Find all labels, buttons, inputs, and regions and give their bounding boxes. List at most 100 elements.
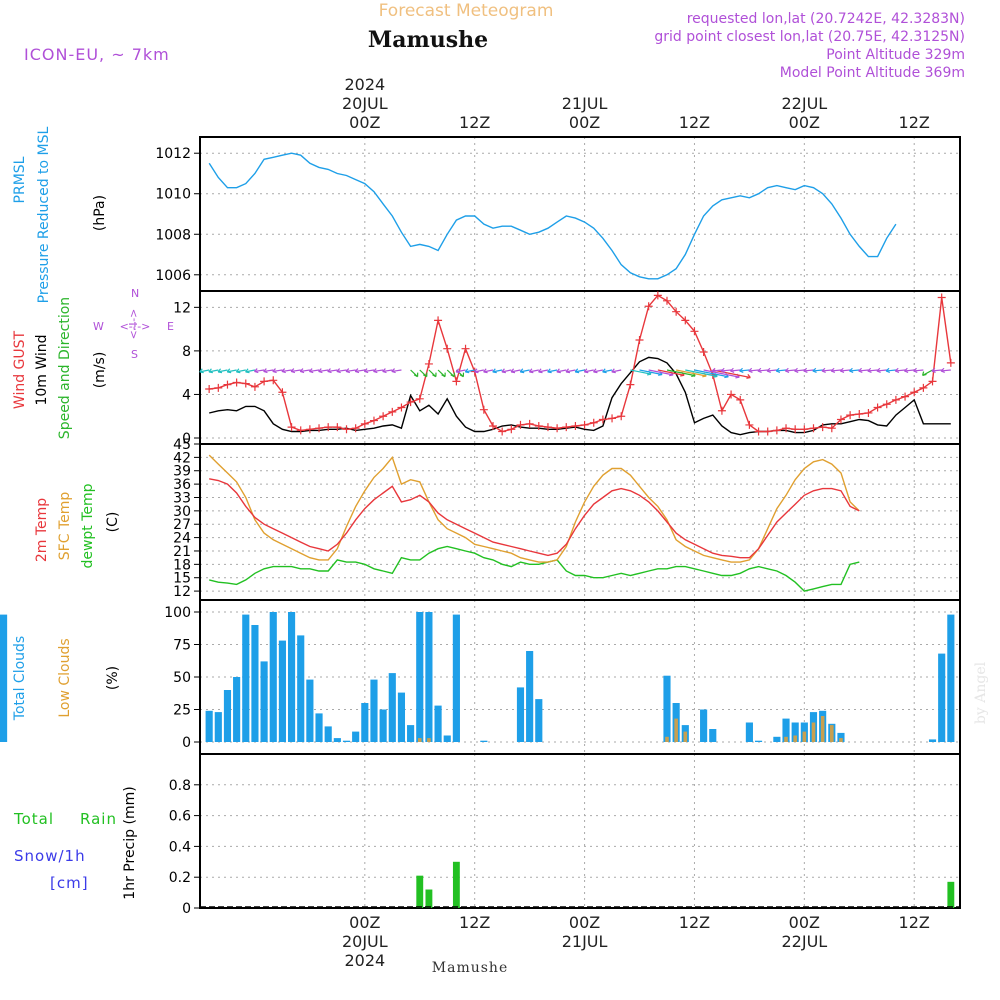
precip-rain-label: Rain: [80, 810, 117, 828]
temp-dewpt-label: dewpt Temp: [80, 483, 96, 568]
gust-marker: [846, 411, 855, 420]
wind-direction-arrow: [336, 369, 347, 373]
y-tick-label: 8: [182, 344, 191, 360]
wind-direction-arrow: [913, 369, 924, 372]
wind-direction-arrow: [676, 369, 707, 377]
wind-direction-arrow: [227, 369, 237, 373]
wind-direction-arrowhead: [501, 368, 506, 374]
gust-marker: [580, 420, 589, 429]
y-tick-label: 36: [173, 477, 191, 493]
wind-direction-arrow: [858, 369, 869, 372]
total-clouds-bar: [233, 677, 241, 742]
wind-direction-arrowhead: [459, 372, 465, 378]
gust-marker: [305, 425, 314, 434]
model-altitude: Model Point Altitude 369m: [780, 65, 965, 81]
wind-direction-arrowhead: [318, 368, 323, 374]
wind-direction-arrow: [391, 369, 402, 373]
gust-marker: [507, 425, 516, 434]
wind-direction-arrow: [666, 369, 696, 377]
gust-marker: [388, 407, 397, 416]
y-tick-label: 0.8: [169, 778, 191, 794]
footer-location: Mamushe: [432, 960, 508, 976]
wind-10m-label: 10m Wind: [34, 334, 50, 405]
y-tick-label: 1010: [155, 187, 191, 203]
gust-marker: [342, 425, 351, 434]
gust-marker: [324, 423, 333, 432]
low-clouds-bar: [417, 738, 422, 742]
credit-watermark: by Angel: [973, 661, 989, 724]
wind-direction-arrowhead: [464, 368, 470, 374]
wind-direction-arrow: [794, 369, 805, 372]
gust-marker: [489, 422, 498, 431]
gust-marker: [754, 427, 763, 436]
wind-direction-arrow: [639, 369, 663, 376]
low-clouds-bar: [820, 716, 825, 742]
wind-direction-arrow: [254, 369, 265, 373]
compass-w: W: [93, 320, 104, 333]
time-label: 00Z: [569, 113, 600, 132]
total-clouds-bar: [342, 740, 351, 742]
gust-marker: [635, 336, 644, 344]
wind-direction-arrow: [712, 369, 751, 379]
wind-direction-arrowhead: [299, 368, 305, 374]
wind-direction-arrowhead: [574, 368, 580, 374]
total-clouds-bar: [754, 740, 763, 742]
wind-direction-arrowhead: [245, 368, 250, 374]
total-clouds-bar: [242, 614, 250, 742]
wind-gust-line: [209, 294, 952, 433]
wind-direction-arrow: [492, 369, 503, 373]
gust-marker: [379, 412, 388, 421]
gust-marker: [910, 388, 919, 397]
precip-unit: 1hr Precip (mm): [122, 786, 138, 899]
gust-marker: [946, 358, 955, 367]
wind-direction-arrow: [520, 369, 530, 373]
total-clouds-bar: [425, 612, 433, 742]
wind-direction-arrowhead: [327, 368, 332, 374]
time-label: 21JUL: [562, 932, 608, 951]
wind-direction-arrowhead: [739, 367, 744, 373]
wind-direction-arrowhead: [492, 368, 497, 374]
wind-direction-arrowhead: [876, 367, 881, 373]
wind-direction-arrow: [821, 369, 832, 372]
wind-direction-arrow: [510, 369, 521, 373]
pressure-label-msl: Pressure Reduced to MSL: [36, 126, 52, 303]
gust-marker: [891, 395, 900, 404]
gust-marker: [553, 424, 562, 433]
wind-gust-label: Wind GUST: [12, 330, 28, 409]
total-clouds-bar: [397, 692, 406, 742]
compass-e: E: [167, 320, 174, 333]
y-tick-label: 21: [173, 544, 191, 560]
rain-bar: [416, 875, 424, 908]
wind-direction-arrowhead: [281, 368, 286, 374]
gust-marker: [543, 423, 552, 432]
total-clouds-bar: [315, 713, 323, 742]
total-clouds-bar: [791, 722, 799, 742]
wind-direction-arrow: [748, 369, 759, 372]
wind-direction-arrow: [931, 369, 942, 372]
total-clouds-bar: [773, 736, 781, 742]
gust-marker: [882, 400, 891, 409]
gust-marker: [864, 408, 873, 417]
total-clouds-bar: [416, 612, 424, 742]
wind-direction-arrowhead: [940, 367, 945, 373]
wind-direction-arrow: [373, 369, 384, 373]
rain-bar: [452, 861, 460, 908]
wind-direction-arrow: [940, 369, 951, 372]
low-clouds-bar: [830, 725, 834, 742]
wind-direction-arrowhead: [821, 367, 826, 373]
wind-direction-arrow: [456, 369, 466, 373]
gust-marker: [763, 427, 772, 436]
total-clouds-bar: [663, 675, 671, 742]
wind-direction-arrowhead: [858, 367, 863, 373]
gust-marker: [278, 388, 287, 397]
wind-direction-arrow: [694, 369, 729, 378]
total-clouds-bar: [352, 731, 360, 742]
total-clouds-bar: [782, 718, 790, 742]
wind-direction-arrow: [538, 369, 549, 373]
gust-marker: [836, 415, 845, 424]
gust-marker: [232, 378, 241, 387]
gust-marker: [818, 423, 827, 432]
rain-bar: [425, 889, 433, 908]
gust-marker: [525, 419, 534, 428]
wind-direction-arrowhead: [913, 367, 918, 373]
